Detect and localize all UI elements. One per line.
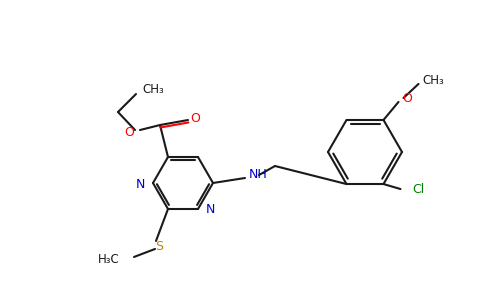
Text: O: O (190, 112, 200, 124)
Text: CH₃: CH₃ (142, 82, 164, 95)
Text: O: O (124, 125, 134, 139)
Text: O: O (403, 92, 412, 106)
Text: H₃C: H₃C (98, 254, 120, 266)
Text: S: S (155, 241, 163, 254)
Text: CH₃: CH₃ (423, 74, 444, 88)
Text: Cl: Cl (412, 182, 425, 196)
Text: N: N (206, 203, 215, 217)
Text: NH: NH (249, 169, 268, 182)
Text: N: N (136, 178, 145, 190)
